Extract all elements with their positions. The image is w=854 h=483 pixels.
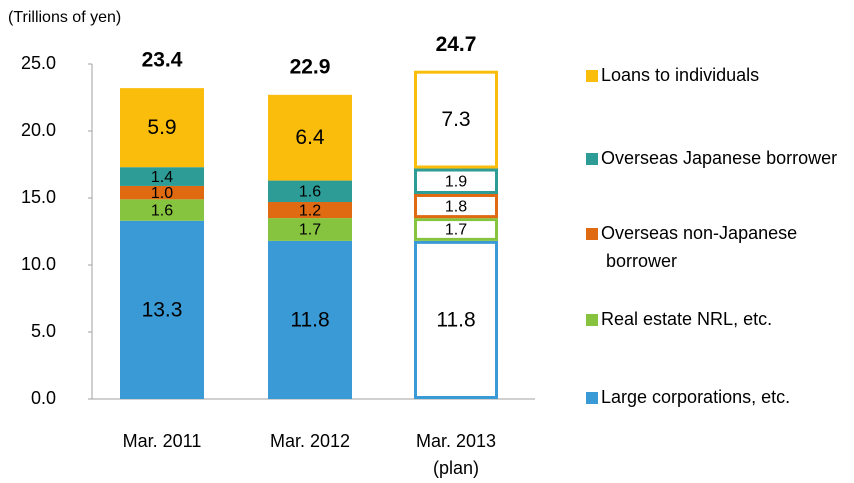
y-tick-label: 25.0 (21, 53, 56, 73)
data-label: 1.7 (299, 222, 321, 239)
bar-segment (414, 168, 498, 194)
data-label: 6.4 (295, 126, 325, 149)
legend-label: Large corporations, etc. (601, 387, 790, 407)
x-tick-label: (plan) (433, 458, 479, 478)
data-label: 1.7 (445, 222, 467, 239)
bar-segment (268, 218, 352, 241)
y-tick-label: 5.0 (31, 321, 56, 341)
legend-swatch (586, 392, 598, 404)
legend-line: Overseas non-Japanese (601, 223, 797, 243)
x-tick-label: Mar. 2012 (270, 431, 350, 451)
data-label: 13.3 (142, 298, 183, 321)
bar-segment (120, 167, 204, 186)
legend-swatch (586, 228, 598, 240)
y-tick-label: 0.0 (31, 388, 56, 408)
data-label: 1.8 (445, 198, 467, 215)
bar-segment (268, 240, 352, 399)
bar-segment (414, 240, 498, 399)
legend-label: Overseas Japanese borrower (601, 148, 837, 168)
bar-segment (414, 218, 498, 241)
data-label: 1.0 (151, 185, 173, 202)
legend-label: Loans to individuals (601, 65, 759, 85)
bar-segment (120, 199, 204, 221)
x-tick-label: Mar. 2013 (416, 431, 496, 451)
legend-label: Overseas non-Japanese borrower (601, 223, 797, 271)
y-tick-label: 20.0 (21, 120, 56, 140)
bar-segment (268, 180, 352, 203)
bar-segment (414, 70, 498, 169)
data-label: 1.9 (445, 173, 467, 190)
x-tick-label: Mar. 2011 (123, 431, 202, 451)
data-label: 7.3 (441, 108, 470, 131)
bar-segment (414, 193, 498, 219)
legend-swatch (586, 314, 598, 326)
legend-swatch (586, 70, 598, 82)
y-axis-label: (Trillions of yen) (8, 9, 121, 26)
bar-segment (268, 94, 352, 181)
data-label: 1.4 (151, 169, 173, 186)
data-label: 1.2 (299, 202, 321, 219)
data-label: 5.9 (147, 116, 176, 139)
total-label: 22.9 (290, 55, 331, 78)
bar-segment (120, 220, 204, 399)
bar-segment (120, 185, 204, 200)
legend-swatch (586, 153, 598, 165)
data-label: 1.6 (299, 184, 321, 201)
bar-segment (268, 202, 352, 219)
data-label: 1.6 (151, 202, 173, 219)
legend-label: Real estate NRL, etc. (601, 309, 772, 329)
total-label: 23.4 (142, 49, 183, 72)
y-tick-label: 15.0 (21, 187, 56, 207)
data-label: 11.8 (436, 308, 475, 331)
data-label: 11.8 (290, 308, 329, 331)
bar-segment (120, 88, 204, 168)
total-label: 24.7 (436, 33, 477, 56)
y-tick-label: 10.0 (21, 254, 56, 274)
legend-line: borrower (601, 251, 677, 271)
